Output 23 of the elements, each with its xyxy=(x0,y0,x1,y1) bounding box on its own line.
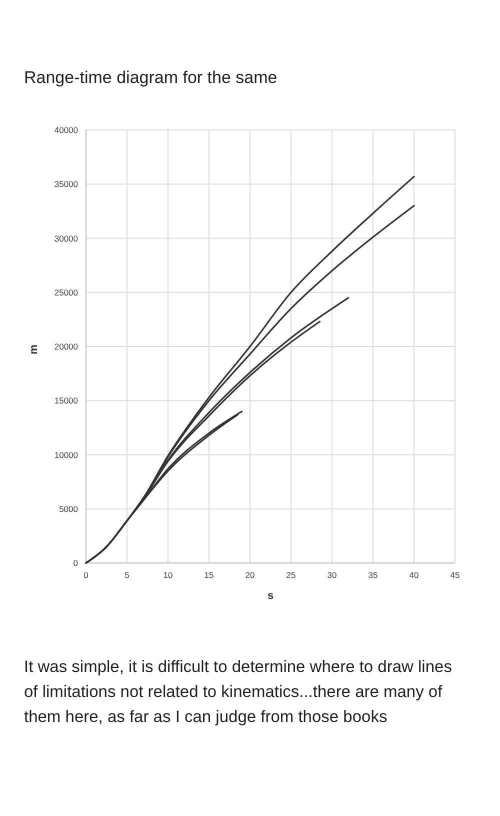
text: It was simple, it is difficult to determine where to draw lines of limitations not related to kinematics...there are many of them here, as far as I can judge from those books xyxy=(24,657,453,728)
y-tick-label: 0 xyxy=(73,558,78,568)
x-tick-label: 45 xyxy=(450,570,460,580)
y-tick-label: 5000 xyxy=(59,504,78,514)
y-tick-label: 20000 xyxy=(54,342,78,352)
y-axis-title: m xyxy=(28,344,40,354)
x-tick-label: 30 xyxy=(327,570,337,580)
y-tick-label: 25000 xyxy=(54,287,78,298)
y-tick-label: 40000 xyxy=(54,125,78,135)
x-tick-label: 10 xyxy=(163,570,173,580)
x-tick-label: 35 xyxy=(368,570,378,580)
x-tick-label: 25 xyxy=(286,570,296,580)
x-tick-label: 40 xyxy=(409,570,419,580)
x-tick-label: 5 xyxy=(124,570,130,580)
x-tick-label: 15 xyxy=(204,570,214,580)
y-tick-label: 35000 xyxy=(54,179,78,190)
y-tick-label: 10000 xyxy=(54,450,78,460)
chart-title: Range-time diagram for the same xyxy=(24,68,278,87)
x-tick-label: 20 xyxy=(245,570,255,580)
x-axis-title: s xyxy=(267,590,274,602)
x-tick-label: 0 xyxy=(84,570,89,580)
y-tick-label: 15000 xyxy=(54,396,78,406)
y-tick-label: 30000 xyxy=(54,233,78,244)
